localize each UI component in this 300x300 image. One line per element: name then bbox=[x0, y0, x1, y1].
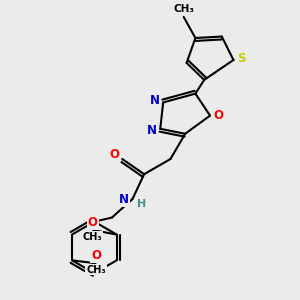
Text: H: H bbox=[136, 200, 146, 209]
Text: O: O bbox=[110, 148, 120, 161]
Text: O: O bbox=[88, 216, 98, 229]
Text: CH₃: CH₃ bbox=[86, 265, 106, 275]
Text: CH₃: CH₃ bbox=[83, 232, 103, 242]
Text: O: O bbox=[91, 249, 101, 262]
Text: N: N bbox=[119, 193, 129, 206]
Text: N: N bbox=[150, 94, 160, 107]
Text: O: O bbox=[213, 109, 223, 122]
Text: S: S bbox=[237, 52, 246, 65]
Text: CH₃: CH₃ bbox=[173, 4, 194, 14]
Text: N: N bbox=[147, 124, 157, 137]
